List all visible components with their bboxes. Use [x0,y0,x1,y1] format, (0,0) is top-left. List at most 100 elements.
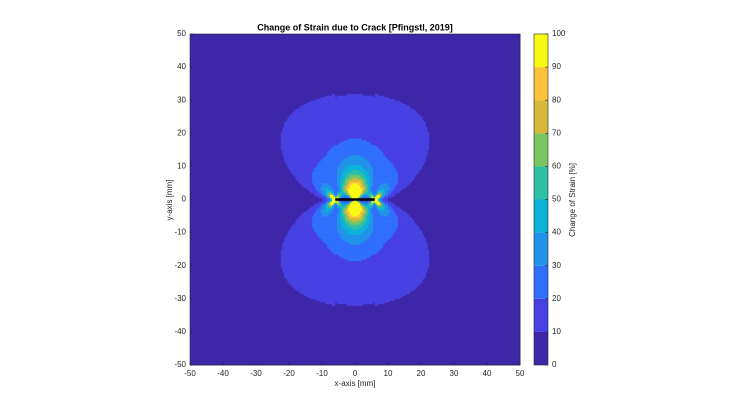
y-tick-label: 0 [182,195,187,204]
contour-band [331,192,334,195]
contour-band [364,191,369,194]
contour-band [368,173,374,176]
contour-band [350,211,361,214]
contour-band [378,189,386,192]
contour-band [328,182,338,186]
y-tick-label: -50 [174,360,186,369]
contour-band [373,171,399,174]
contour-band [331,209,339,212]
contour-band [429,255,521,258]
contour-band [373,179,399,182]
contour-band [343,169,353,172]
contour-band [348,189,362,192]
contour-band [295,221,313,224]
contour-band [378,93,521,96]
contour-band [425,272,521,275]
contour-band [376,144,430,147]
contour-band [307,209,316,212]
contour-band [190,110,295,113]
contour-band [326,196,329,199]
contour-band [351,196,359,199]
contour-band [190,325,521,328]
contour-band [340,207,343,210]
contour-band [336,216,341,219]
contour-band [364,179,367,182]
contour-band [346,187,349,190]
contour-band [427,247,521,250]
contour-band [414,108,521,111]
contour-band [190,255,282,258]
contour-band [381,194,384,197]
contour-band [379,249,430,252]
contour-band [363,224,369,227]
contour-band [284,272,427,275]
contour-band [389,159,427,162]
contour-band [190,179,298,182]
contour-band [359,222,366,225]
contour-band [371,204,374,207]
contour-band [397,216,412,219]
contour-band [383,153,428,156]
contour-band [363,192,366,195]
contour-band [336,173,343,176]
contour-band [322,189,326,192]
contour-band [190,100,311,103]
contour-band [328,192,331,195]
contour-band [409,182,521,186]
contour-band [190,292,301,295]
contour-band [399,191,521,194]
contour-band [361,217,366,220]
contour-band [190,317,521,320]
contour-band [295,288,415,291]
contour-band [345,221,349,224]
contour-band [326,199,331,202]
contour-band [331,199,338,202]
contour-band [381,149,428,152]
contour-band [190,161,287,164]
contour-band [350,216,361,219]
contour-band [351,182,359,186]
contour-band [384,206,389,209]
contour-band [388,197,521,200]
contour-band [284,123,427,126]
contour-band [282,128,428,131]
contour-band [190,70,521,73]
contour-band [345,217,349,220]
contour-band [409,214,521,217]
y-tick-label: 40 [177,62,186,71]
contour-band [345,187,348,190]
contour-band [376,207,379,210]
contour-band [190,245,283,248]
contour-band [383,201,386,204]
contour-band [282,242,326,245]
contour-band [190,55,521,58]
contour-band [369,177,374,181]
contour-band [341,186,344,189]
contour-band [368,204,372,207]
contour-band [284,275,427,278]
contour-band [328,247,382,250]
contour-band [429,131,521,134]
contour-band [346,191,349,194]
contour-band [364,186,367,189]
contour-band [391,196,521,199]
contour-band [366,209,369,212]
contour-band [290,225,313,229]
contour-band [320,159,343,162]
contour-band [425,237,521,240]
contour-band [401,189,521,192]
contour-band [361,206,364,209]
contour-band [330,249,381,252]
contour-band [429,139,521,142]
colorbar-tick-label: 70 [552,128,561,137]
contour-band [363,206,366,209]
contour-band [312,217,338,220]
contour-band [424,234,521,237]
contour-band [322,197,328,200]
contour-band [333,194,336,197]
contour-band [373,214,382,217]
contour-band [358,227,367,230]
contour-band [280,255,341,258]
contour-band [379,194,382,197]
